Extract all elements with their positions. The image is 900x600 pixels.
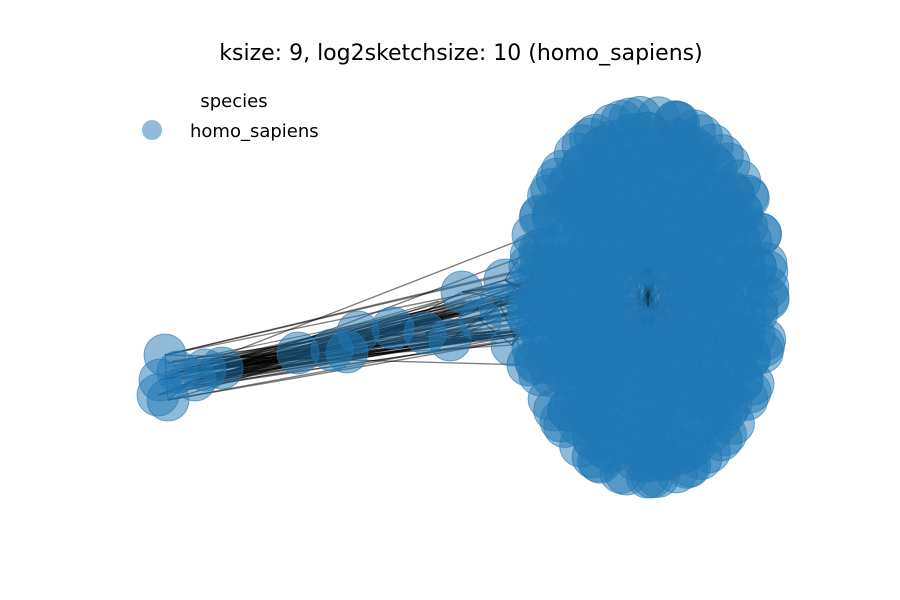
- legend: species homo_sapiens: [142, 91, 319, 142]
- legend-marker-homo-sapiens: [142, 120, 162, 140]
- graph-node: [200, 346, 244, 390]
- graph-node: [428, 318, 472, 362]
- graph-edge: [164, 263, 546, 356]
- legend-label-homo-sapiens: homo_sapiens: [190, 121, 319, 142]
- graph-node: [626, 275, 670, 319]
- legend-title: species: [200, 91, 267, 112]
- figure-title: ksize: 9, log2sketchsize: 10 (homo_sapie…: [219, 41, 702, 66]
- graph-nodes: [136, 95, 790, 499]
